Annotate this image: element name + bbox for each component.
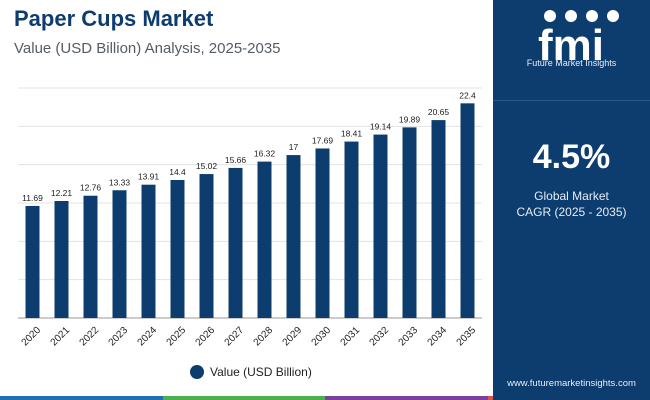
- x-tick-2022: 2022: [78, 325, 102, 349]
- data-label-2023: 13.33: [109, 177, 131, 187]
- bar-2025: [170, 180, 185, 318]
- data-label-2022: 12.76: [80, 183, 102, 193]
- x-tick-2025: 2025: [165, 325, 189, 349]
- x-tick-2020: 2020: [20, 325, 44, 349]
- data-label-2025: 14.4: [169, 167, 186, 177]
- x-tick-2023: 2023: [107, 325, 131, 349]
- x-tick-2035: 2035: [455, 325, 479, 349]
- data-label-2033: 19.89: [399, 114, 421, 124]
- bar-2027: [228, 167, 243, 318]
- data-label-2030: 17.69: [312, 135, 334, 145]
- x-tick-2030: 2030: [310, 325, 334, 349]
- x-tick-2031: 2031: [339, 325, 363, 349]
- strip-segment-purple: [325, 396, 488, 400]
- legend-label: Value (USD Billion): [210, 365, 312, 379]
- cagr-value: 4.5%: [532, 138, 611, 176]
- data-label-2020: 11.69: [22, 193, 43, 203]
- logo-chart-icon: [586, 10, 598, 22]
- bar-2026: [199, 174, 214, 318]
- x-tick-2034: 2034: [426, 325, 450, 349]
- data-label-2031: 18.41: [341, 129, 363, 139]
- panel-divider: [493, 100, 650, 101]
- chart-title: Paper Cups Market: [14, 6, 214, 31]
- x-tick-2027: 2027: [223, 325, 247, 349]
- x-tick-2029: 2029: [281, 325, 305, 349]
- data-label-2034: 20.65: [428, 107, 450, 117]
- x-tick-2021: 2021: [49, 325, 73, 349]
- x-tick-2028: 2028: [252, 325, 276, 349]
- data-label-2032: 19.14: [370, 122, 392, 132]
- x-tick-2033: 2033: [397, 325, 421, 349]
- bar-2028: [257, 161, 272, 318]
- data-label-2035: 22.4: [459, 90, 476, 100]
- bar-chart: 11.69 12.21 12.76 13.33 13.91 14.4 15.02 15.66 1…: [18, 87, 482, 349]
- bar-2033: [402, 127, 417, 318]
- logo-bulb-icon: [607, 10, 619, 22]
- logo-subtitle: Future Market Insights: [526, 58, 617, 68]
- fmi-logo: fmi: [538, 10, 619, 68]
- bar-2032: [373, 134, 388, 318]
- data-label-2029: 17: [289, 142, 299, 152]
- bar-2021: [54, 200, 69, 318]
- strip-segment-green: [162, 396, 325, 400]
- side-panel: fmi Future Market Insights 4.5% Global M…: [493, 0, 650, 400]
- logo-globe-icon: [544, 10, 556, 22]
- chart-subtitle: Value (USD Billion) Analysis, 2025-2035: [14, 40, 281, 57]
- cagr-label: Global Market CAGR (2025 - 2035): [493, 188, 650, 220]
- bar-2020: [25, 205, 40, 318]
- bar-2029: [286, 155, 301, 318]
- cagr-label-line1: Global Market: [534, 189, 609, 203]
- data-label-2027: 15.66: [225, 155, 247, 165]
- x-tick-2024: 2024: [136, 325, 160, 349]
- legend-swatch: [190, 365, 204, 379]
- logo-people-icon: [565, 10, 577, 22]
- bar-2022: [83, 195, 98, 318]
- bar-2031: [344, 141, 359, 318]
- strip-segment-blue: [0, 396, 163, 400]
- data-label-2028: 16.32: [254, 149, 276, 159]
- data-label-2026: 15.02: [196, 161, 218, 171]
- bar-2030: [315, 148, 330, 318]
- data-label-2021: 12.21: [51, 188, 73, 198]
- logo-wordmark: fmi: [538, 21, 604, 68]
- bar-2024: [141, 184, 156, 318]
- bar-2035: [460, 103, 475, 318]
- website-url: www.futuremarketinsights.com: [507, 378, 636, 389]
- data-label-2024: 13.91: [138, 172, 160, 182]
- bar-2034: [431, 120, 446, 318]
- legend: Value (USD Billion): [190, 365, 312, 379]
- x-tick-2026: 2026: [194, 325, 218, 349]
- bar-2023: [112, 190, 127, 318]
- cagr-label-line2: CAGR (2025 - 2035): [516, 205, 627, 219]
- x-tick-2032: 2032: [368, 325, 392, 349]
